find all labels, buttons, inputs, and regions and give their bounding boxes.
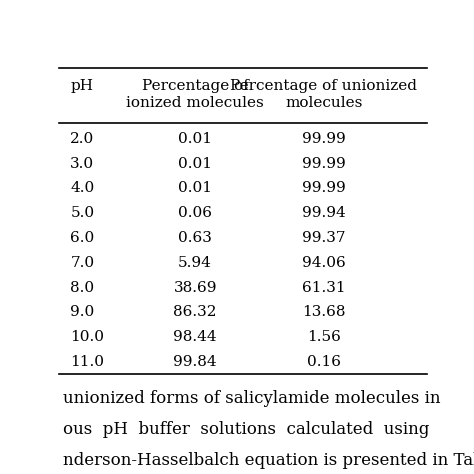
Text: 99.37: 99.37 bbox=[302, 231, 346, 245]
Text: 2.0: 2.0 bbox=[70, 132, 94, 146]
Text: 3.0: 3.0 bbox=[70, 156, 94, 171]
Text: pH: pH bbox=[70, 79, 93, 93]
Text: Percentage of unionized
molecules: Percentage of unionized molecules bbox=[230, 79, 417, 110]
Text: unionized forms of salicylamide molecules in: unionized forms of salicylamide molecule… bbox=[63, 390, 440, 407]
Text: 99.99: 99.99 bbox=[302, 182, 346, 195]
Text: nderson-Hasselbalch equation is presented in Tabl: nderson-Hasselbalch equation is presente… bbox=[63, 452, 474, 469]
Text: 5.94: 5.94 bbox=[178, 256, 212, 270]
Text: 38.69: 38.69 bbox=[173, 281, 217, 295]
Text: 5.0: 5.0 bbox=[70, 206, 94, 220]
Text: 9.0: 9.0 bbox=[70, 305, 94, 319]
Text: 13.68: 13.68 bbox=[302, 305, 346, 319]
Text: 0.01: 0.01 bbox=[178, 156, 212, 171]
Text: ous  pH  buffer  solutions  calculated  using: ous pH buffer solutions calculated using bbox=[63, 421, 429, 438]
Text: 4.0: 4.0 bbox=[70, 182, 94, 195]
Text: 8.0: 8.0 bbox=[70, 281, 94, 295]
Text: 99.84: 99.84 bbox=[173, 355, 217, 369]
Text: 0.63: 0.63 bbox=[178, 231, 212, 245]
Text: 98.44: 98.44 bbox=[173, 330, 217, 344]
Text: 7.0: 7.0 bbox=[70, 256, 94, 270]
Text: 11.0: 11.0 bbox=[70, 355, 104, 369]
Text: 94.06: 94.06 bbox=[302, 256, 346, 270]
Text: 86.32: 86.32 bbox=[173, 305, 217, 319]
Text: 99.99: 99.99 bbox=[302, 132, 346, 146]
Text: 0.01: 0.01 bbox=[178, 132, 212, 146]
Text: Percentage of
ionized molecules: Percentage of ionized molecules bbox=[126, 79, 264, 110]
Text: 99.94: 99.94 bbox=[302, 206, 346, 220]
Text: 1.56: 1.56 bbox=[307, 330, 341, 344]
Text: 0.01: 0.01 bbox=[178, 182, 212, 195]
Text: 0.06: 0.06 bbox=[178, 206, 212, 220]
Text: 99.99: 99.99 bbox=[302, 156, 346, 171]
Text: 61.31: 61.31 bbox=[302, 281, 346, 295]
Text: 6.0: 6.0 bbox=[70, 231, 94, 245]
Text: 0.16: 0.16 bbox=[307, 355, 341, 369]
Text: 10.0: 10.0 bbox=[70, 330, 104, 344]
